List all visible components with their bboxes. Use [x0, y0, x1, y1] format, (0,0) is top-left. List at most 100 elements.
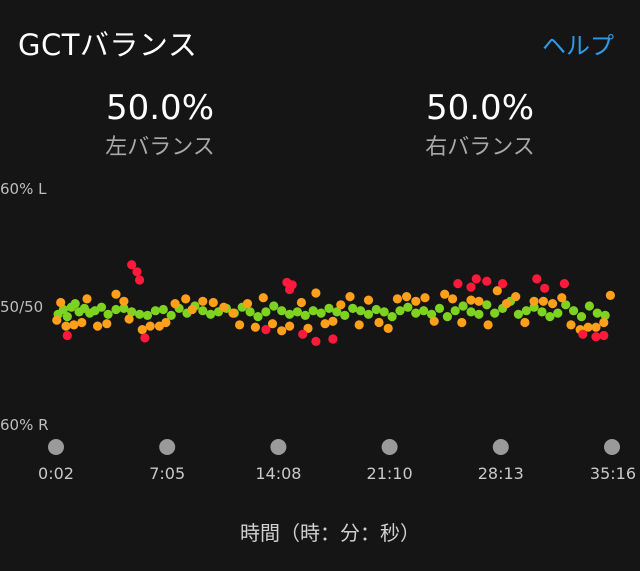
data-point [285, 284, 295, 295]
x-tick-marker [381, 439, 398, 455]
data-point [440, 289, 450, 299]
data-point [127, 307, 137, 317]
data-point [520, 317, 530, 328]
data-point [269, 301, 279, 311]
data-point [600, 310, 610, 320]
data-point [245, 307, 255, 317]
x-axis: 0:02 7:05 14:08 21:10 28:13 35:16 [38, 439, 636, 483]
data-point [450, 306, 460, 316]
data-point [198, 306, 208, 316]
data-point [392, 294, 402, 304]
data-point [340, 310, 350, 320]
data-point [132, 267, 142, 277]
right-balance-value: 50.0% [425, 88, 534, 128]
data-point [482, 300, 492, 310]
data-point [501, 299, 512, 309]
data-point [474, 296, 484, 306]
y-tick-label: 60% R [0, 416, 49, 434]
data-point [583, 322, 593, 332]
data-point [300, 310, 310, 320]
data-point [483, 320, 493, 330]
data-point [591, 332, 601, 342]
data-point [429, 316, 439, 326]
data-points [52, 260, 616, 346]
data-point [320, 319, 330, 329]
x-tick-label: 35:16 [590, 464, 636, 483]
data-point [242, 299, 253, 309]
data-point [578, 329, 588, 339]
data-point [253, 312, 263, 322]
data-point [419, 306, 429, 316]
data-point [296, 297, 306, 308]
data-point [208, 297, 218, 308]
data-point [576, 312, 587, 322]
data-point [228, 308, 238, 318]
data-point [474, 309, 484, 319]
left-balance-stat: 50.0% 左バランス [40, 86, 280, 166]
help-link[interactable]: ヘルプ [542, 32, 614, 60]
data-point [93, 321, 103, 331]
data-point [513, 309, 524, 319]
data-point [135, 309, 145, 319]
data-point [298, 329, 308, 339]
data-point [69, 320, 79, 330]
data-point [374, 317, 384, 328]
data-point [529, 296, 539, 306]
data-point [102, 319, 112, 329]
data-point [96, 302, 107, 312]
data-point [103, 309, 113, 319]
data-point [599, 317, 609, 328]
data-point [150, 306, 160, 316]
data-point [52, 315, 62, 325]
data-point [387, 312, 397, 322]
data-point [181, 294, 191, 304]
data-point [434, 303, 445, 313]
data-point [466, 307, 476, 317]
data-point [345, 292, 355, 302]
data-point [311, 336, 321, 346]
data-point [363, 309, 374, 319]
data-point [124, 314, 134, 324]
data-point [553, 308, 563, 318]
data-point [442, 312, 452, 322]
x-tick-marker [270, 439, 287, 455]
data-point [402, 292, 412, 302]
right-balance-label: 右バランス [425, 135, 535, 160]
data-point [258, 293, 268, 303]
x-tick-marker [159, 439, 176, 455]
data-point [511, 292, 521, 302]
data-point [532, 274, 542, 284]
left-balance-value: 50.0% [105, 88, 214, 128]
data-point [61, 321, 71, 331]
data-point [250, 322, 260, 332]
data-point [235, 320, 245, 330]
data-point [348, 303, 358, 313]
data-point [559, 279, 570, 289]
x-tick-label: 7:05 [149, 464, 185, 483]
data-point [379, 307, 389, 317]
data-point [557, 293, 567, 303]
data-point [427, 309, 437, 319]
x-tick-label: 0:02 [38, 464, 74, 483]
data-point [58, 304, 68, 315]
data-point [277, 326, 287, 336]
data-point [62, 330, 72, 341]
data-point [77, 317, 87, 328]
data-point [292, 307, 302, 317]
data-point [466, 295, 476, 305]
data-point [584, 301, 595, 311]
data-point [537, 307, 547, 317]
gct-balance-chart: 60% L 50/50 60% R 0:02 7:05 14:08 21:10 28:13 3… [0, 180, 636, 545]
data-point [420, 293, 430, 303]
data-point [328, 316, 338, 326]
data-point [261, 325, 271, 335]
data-point [538, 296, 549, 306]
data-point [119, 303, 129, 313]
data-point [605, 290, 616, 300]
data-point [111, 289, 121, 299]
data-point [354, 320, 364, 330]
data-point [599, 330, 609, 341]
data-point [62, 312, 72, 322]
x-tick-label: 28:13 [478, 464, 524, 483]
data-point [56, 297, 66, 308]
